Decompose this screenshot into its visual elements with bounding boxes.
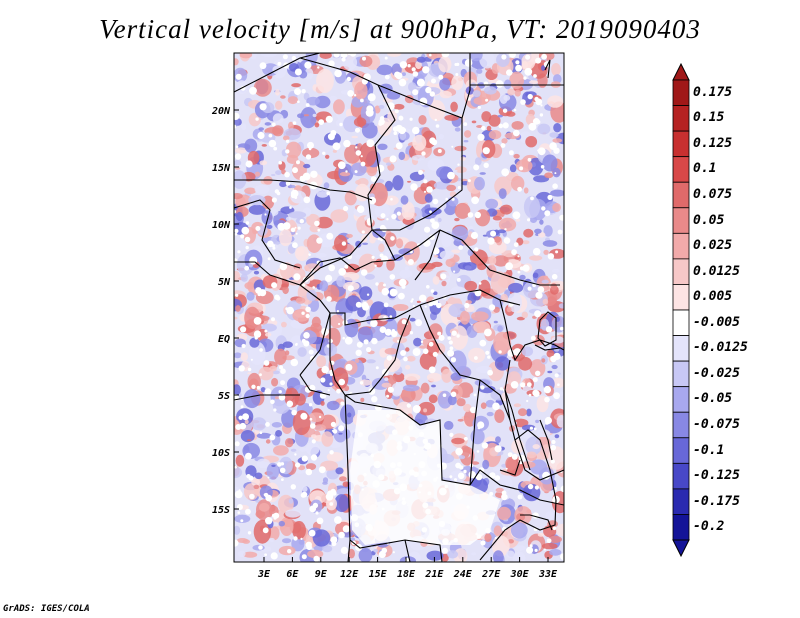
colorbar-swatch — [672, 360, 690, 388]
colorbar — [672, 62, 690, 558]
longitude-tick-label: 15E — [369, 569, 388, 580]
colorbar-swatch — [672, 514, 690, 541]
colorbar-swatch — [672, 335, 690, 362]
latitude-tick-label: 5S — [218, 391, 230, 402]
colorbar-label: -0.05 — [693, 391, 733, 407]
grads-credit: GrADS: IGES/COLA — [3, 604, 90, 614]
latitude-tick-label: 10N — [212, 220, 231, 231]
colorbar-label: 0.1 — [693, 161, 717, 177]
colorbar-top-arrow — [672, 62, 690, 81]
colorbar-label: -0.1 — [693, 442, 725, 458]
colorbar-swatch — [672, 130, 690, 158]
colorbar-swatch — [672, 181, 690, 209]
latitude-tick-label: 15S — [212, 505, 230, 516]
colorbar-label: -0.005 — [693, 314, 740, 330]
latitude-tick-label: EQ — [218, 334, 230, 345]
colorbar-label: 0.025 — [693, 238, 733, 254]
longitude-tick-label: 27E — [481, 569, 501, 580]
colorbar-swatch — [672, 258, 690, 285]
longitude-tick-label: 6E — [286, 569, 299, 580]
colorbar-swatch — [672, 105, 690, 132]
map-frame — [233, 52, 565, 563]
velocity-field — [234, 53, 564, 562]
map-title: Vertical velocity [m/s] at 900hPa, VT: 2… — [99, 14, 701, 44]
colorbar-label: -0.0125 — [693, 340, 748, 356]
colorbar-label: -0.125 — [693, 468, 740, 484]
colorbar-label: -0.2 — [693, 519, 725, 535]
longitude-tick-label: 24E — [453, 569, 473, 580]
colorbar-swatch — [672, 488, 690, 515]
latitude-tick-label: 10S — [212, 448, 230, 459]
longitude-tick-label: 3E — [257, 569, 271, 580]
longitude-tick-label: 18E — [397, 569, 416, 580]
longitude-tick-label: 12E — [340, 569, 359, 580]
colorbar-label: 0.175 — [693, 84, 733, 100]
colorbar-swatch — [672, 437, 690, 464]
colorbar-label: -0.075 — [693, 417, 740, 432]
colorbar-swatch — [672, 309, 690, 336]
colorbar-swatch — [672, 156, 690, 183]
longitude-tick-label: 9E — [315, 569, 328, 580]
latitude-tick-label: 15N — [212, 163, 231, 174]
colorbar-label: 0.15 — [693, 110, 725, 126]
latitude-tick-label: 5N — [218, 277, 231, 288]
colorbar-swatch — [672, 462, 690, 490]
colorbar-swatch — [672, 284, 690, 311]
colorbar-label: 0.005 — [693, 289, 733, 305]
longitude-tick-label: 21E — [424, 569, 444, 580]
latitude-axis: 20N 15N 10N 5N EQ 5S 10S 15S — [211, 106, 239, 516]
colorbar-bottom-arrow — [672, 539, 690, 558]
longitude-tick-label: 33E — [538, 569, 558, 580]
colorbar-label: 0.0125 — [693, 263, 740, 279]
colorbar-label: -0.025 — [693, 365, 740, 381]
country-borders — [234, 53, 564, 562]
colorbar-label: -0.175 — [693, 493, 740, 509]
colorbar-swatch — [672, 411, 690, 439]
latitude-tick-label: 20N — [211, 106, 231, 117]
colorbar-swatch — [672, 207, 690, 234]
longitude-tick-label: 30E — [510, 569, 530, 580]
longitude-axis: 3E 6E 9E 12E 15E 18E 21E 24E 27E 30E 33E — [257, 557, 558, 580]
colorbar-swatch — [672, 232, 690, 260]
colorbar-label: 0.125 — [693, 135, 733, 151]
colorbar-swatch — [672, 386, 690, 413]
colorbar-swatch — [672, 79, 690, 106]
colorbar-label: 0.075 — [693, 187, 733, 202]
colorbar-label: 0.05 — [693, 212, 725, 228]
